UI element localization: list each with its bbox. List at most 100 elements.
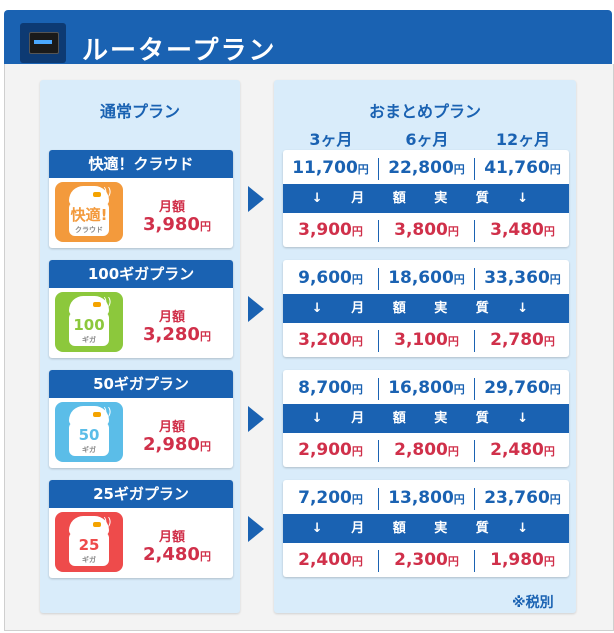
yen-unit: 円 <box>351 383 363 396</box>
total-price: 29,760円 <box>475 372 570 405</box>
divider <box>474 220 475 242</box>
plan-badge-sub: クラウド <box>75 226 103 234</box>
divider <box>474 330 475 352</box>
router-icon <box>20 23 66 63</box>
yen-unit: 円 <box>199 440 211 453</box>
effective-price-row: 3,200円 3,100円 2,780円 <box>283 324 569 357</box>
divider <box>378 268 379 290</box>
total-price-value: 16,800 <box>388 378 454 398</box>
effective-price-row: 2,900円 2,800円 2,480円 <box>283 434 569 467</box>
effective-price-value: 3,100 <box>394 330 448 350</box>
effective-price: 2,900円 <box>283 434 378 467</box>
divider <box>378 550 379 572</box>
arrow-right-icon <box>248 186 264 212</box>
bundle-price-box[interactable]: 11,700円 22,800円 41,760円 ↓ 月 額 実 質 ↓ 3,900円… <box>283 150 569 247</box>
effective-price: 2,400円 <box>283 544 378 577</box>
yen-unit: 円 <box>543 445 555 458</box>
divider <box>378 440 379 462</box>
bird-icon <box>69 296 109 316</box>
total-price: 8,700円 <box>283 372 378 405</box>
yen-unit: 円 <box>549 383 561 396</box>
yen-unit: 円 <box>351 555 363 568</box>
plan-badge-sub: ギガ <box>82 446 96 454</box>
effective-price-value: 1,980 <box>490 550 544 570</box>
total-price-row: 7,200円 13,800円 23,760円 <box>283 482 569 515</box>
total-price-value: 13,800 <box>388 488 454 508</box>
plan-badge: 25 ギガ <box>69 532 109 566</box>
bird-icon <box>69 406 109 426</box>
yen-unit: 円 <box>549 163 561 176</box>
monthly-price-value: 3,280 <box>143 324 200 345</box>
total-price-value: 22,800 <box>388 158 454 178</box>
yen-unit: 円 <box>453 163 465 176</box>
plan-name: 100ギガプラン <box>49 260 233 288</box>
wifi-icon: )) <box>103 515 112 528</box>
effective-price-value: 3,480 <box>490 220 544 240</box>
effective-price-value: 2,780 <box>490 330 544 350</box>
total-price-value: 7,200 <box>298 488 352 508</box>
divider <box>378 220 379 242</box>
total-price: 9,600円 <box>283 262 378 295</box>
plan-card[interactable]: 25ギガプラン )) 25 ギガ 月額 2,480円 <box>49 480 233 578</box>
plan-card[interactable]: 100ギガプラン )) 100 ギガ 月額 3,280円 <box>49 260 233 358</box>
plan-card[interactable]: 快適！クラウド )) 快適! クラウド 月額 3,980円 <box>49 150 233 248</box>
total-price-value: 33,360 <box>484 268 550 288</box>
monthly-price-value: 2,480 <box>143 544 200 565</box>
effective-price-value: 2,300 <box>394 550 448 570</box>
effective-price: 2,480円 <box>475 434 570 467</box>
bundle-price-box[interactable]: 8,700円 16,800円 29,760円 ↓ 月 額 実 質 ↓ 2,900円 2… <box>283 370 569 467</box>
plan-badge: 50 ギガ <box>69 422 109 456</box>
term-3-months: 3ヶ月 <box>309 130 353 149</box>
arrow-right-icon <box>248 296 264 322</box>
monthly-label: 月額 <box>159 420 186 435</box>
monthly-label: 月額 <box>159 200 186 215</box>
monthly-price: 3,280円 <box>143 324 211 345</box>
bird-icon <box>69 516 109 536</box>
monthly-price: 3,980円 <box>143 214 211 235</box>
page-title: ルータープラン <box>82 36 277 66</box>
plan-name: 25ギガプラン <box>49 480 233 508</box>
divider <box>474 158 475 180</box>
divider <box>474 488 475 510</box>
yen-unit: 円 <box>543 555 555 568</box>
total-price-row: 8,700円 16,800円 29,760円 <box>283 372 569 405</box>
total-price-value: 18,600 <box>388 268 454 288</box>
effective-price: 3,480円 <box>475 214 570 247</box>
effective-price-value: 3,800 <box>394 220 448 240</box>
effective-price: 2,800円 <box>379 434 474 467</box>
effective-price-row: 2,400円 2,300円 1,980円 <box>283 544 569 577</box>
divider <box>474 378 475 400</box>
total-price-value: 29,760 <box>484 378 550 398</box>
yen-unit: 円 <box>453 383 465 396</box>
plan-badge-text: 100 <box>73 316 105 334</box>
bundle-price-box[interactable]: 7,200円 13,800円 23,760円 ↓ 月 額 実 質 ↓ 2,400円 2… <box>283 480 569 577</box>
effective-monthly-band: ↓ 月 額 実 質 ↓ <box>283 184 569 213</box>
yen-unit: 円 <box>447 225 459 238</box>
effective-price-value: 3,200 <box>298 330 352 350</box>
total-price: 22,800円 <box>379 152 474 185</box>
effective-price: 2,780円 <box>475 324 570 357</box>
effective-price-value: 2,480 <box>490 440 544 460</box>
effective-price: 3,800円 <box>379 214 474 247</box>
arrow-right-icon <box>248 516 264 542</box>
total-price: 16,800円 <box>379 372 474 405</box>
yen-unit: 円 <box>453 493 465 506</box>
effective-price: 3,200円 <box>283 324 378 357</box>
monthly-price-value: 2,980 <box>143 434 200 455</box>
total-price-row: 11,700円 22,800円 41,760円 <box>283 152 569 185</box>
yen-unit: 円 <box>351 273 363 286</box>
total-price: 41,760円 <box>475 152 570 185</box>
monthly-price: 2,480円 <box>143 544 211 565</box>
plan-card[interactable]: 50ギガプラン )) 50 ギガ 月額 2,980円 <box>49 370 233 468</box>
tax-note: ※税別 <box>512 595 554 611</box>
total-price: 7,200円 <box>283 482 378 515</box>
yen-unit: 円 <box>351 225 363 238</box>
effective-monthly-band: ↓ 月 額 実 質 ↓ <box>283 294 569 323</box>
monthly-label: 月額 <box>159 530 186 545</box>
effective-price-value: 2,400 <box>298 550 352 570</box>
plan-name: 50ギガプラン <box>49 370 233 398</box>
monthly-label: 月額 <box>159 310 186 325</box>
bundle-price-box[interactable]: 9,600円 18,600円 33,360円 ↓ 月 額 実 質 ↓ 3,200円 3… <box>283 260 569 357</box>
wifi-icon: )) <box>103 295 112 308</box>
yen-unit: 円 <box>351 445 363 458</box>
